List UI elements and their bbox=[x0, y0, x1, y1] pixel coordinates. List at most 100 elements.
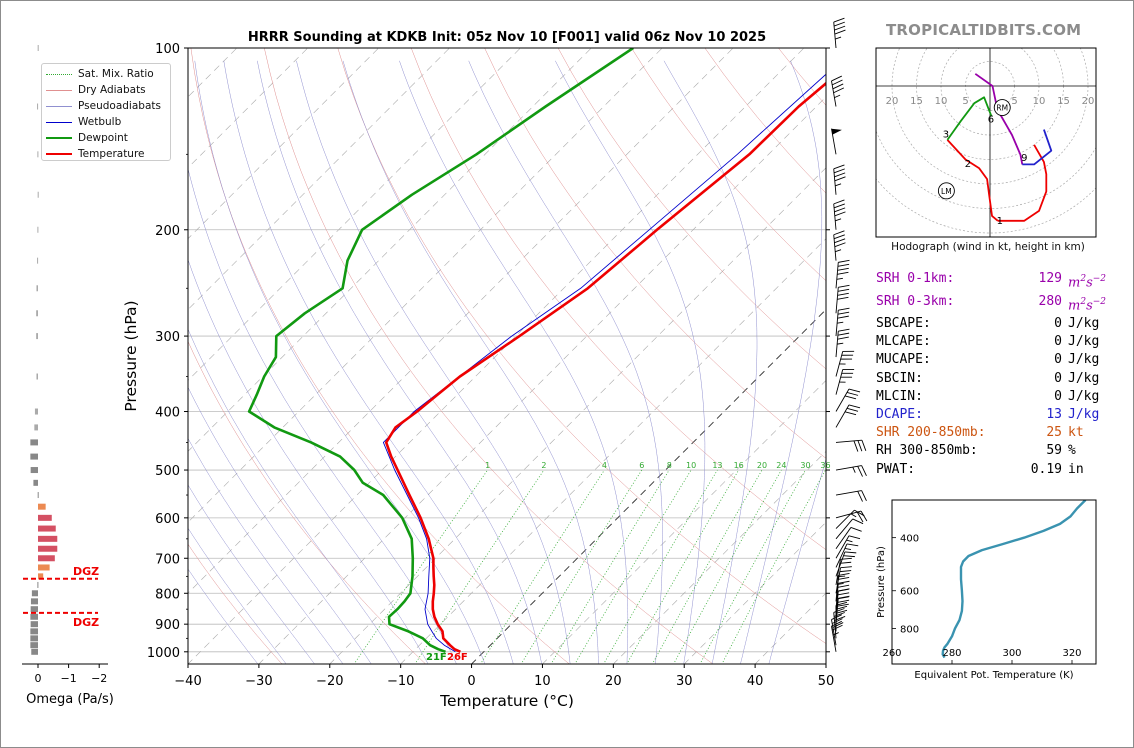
pseudoadiabat bbox=[296, 60, 571, 664]
wind-barb-full bbox=[839, 570, 852, 573]
mixing-ratio-label: 24 bbox=[776, 461, 786, 470]
index-value: 0 bbox=[1054, 352, 1062, 368]
hodo-storm-marker bbox=[937, 182, 955, 200]
index-row: SBCAPE: 0 J/kg bbox=[876, 315, 1106, 333]
omega-bar bbox=[30, 613, 38, 620]
index-label: SRH 0-1km: bbox=[876, 271, 955, 286]
wind-barb-full bbox=[857, 491, 863, 502]
y-tick-label: 500 bbox=[155, 464, 180, 479]
wind-barb bbox=[833, 608, 846, 639]
isotherm-line bbox=[612, 450, 826, 664]
theta-e-line bbox=[941, 500, 1087, 659]
isotherm-line bbox=[470, 308, 826, 664]
mixing-ratio-label: 13 bbox=[712, 461, 722, 470]
wind-barb-full bbox=[837, 263, 850, 267]
index-unit: J/kg bbox=[1068, 334, 1100, 350]
wind-barb-staff bbox=[833, 234, 837, 261]
legend-item-temperature: Temperature bbox=[46, 146, 145, 162]
wind-barb bbox=[835, 307, 850, 337]
index-value: 280 bbox=[1038, 293, 1062, 309]
omega-bar bbox=[34, 408, 38, 415]
legend-label-dry-adiabats: Dry Adiabats bbox=[78, 84, 146, 96]
y-tick-label: 900 bbox=[155, 618, 180, 633]
omega-bar bbox=[30, 628, 38, 635]
wind-barb-full bbox=[837, 584, 850, 588]
index-row: SBCIN: 0 J/kg bbox=[876, 370, 1106, 388]
pseudoadiabat bbox=[188, 258, 429, 664]
x-tick-label: 0 bbox=[467, 674, 475, 689]
wind-barb-half bbox=[837, 583, 844, 585]
y-tick-label: 1000 bbox=[147, 646, 180, 661]
hodo-storm-marker bbox=[993, 99, 1011, 117]
wind-barb-full bbox=[834, 25, 846, 31]
index-value: 0 bbox=[1054, 388, 1062, 404]
wind-barb-full bbox=[837, 588, 849, 592]
pseudoadiabat bbox=[188, 527, 287, 664]
wind-barb-full bbox=[844, 551, 857, 554]
hodo-segment bbox=[997, 144, 1048, 222]
hodo-segment bbox=[974, 73, 1024, 165]
wind-barb-staff bbox=[833, 612, 837, 639]
mixing-ratio-line bbox=[574, 469, 692, 664]
omega-x-tick-label: 0 bbox=[35, 672, 42, 685]
wind-barb-full bbox=[831, 620, 842, 627]
index-unit: J/kg bbox=[1068, 407, 1100, 423]
wind-barb-pennant bbox=[831, 128, 842, 135]
chart-title: HRRR Sounding at KDKB Init: 05z Nov 10 [… bbox=[248, 30, 766, 45]
isotherm-line bbox=[188, 48, 450, 310]
legend-swatch-dry-adiabats bbox=[46, 89, 72, 91]
temperature-line bbox=[384, 81, 826, 653]
omega-x-tick-label: −2 bbox=[91, 672, 107, 685]
isotherm-line bbox=[188, 48, 805, 664]
hodo-height-label: 9 bbox=[1021, 153, 1027, 164]
hodo-segment bbox=[946, 96, 993, 141]
wind-barb-full bbox=[833, 168, 845, 174]
wind-barb-full bbox=[837, 271, 849, 275]
pseudoadiabat bbox=[188, 167, 457, 664]
wind-barb-staff bbox=[835, 598, 839, 625]
wind-barb bbox=[835, 551, 857, 577]
wind-barb-full bbox=[837, 576, 850, 580]
pseudoadiabat bbox=[194, 60, 486, 664]
mixing-ratio-label: 30 bbox=[800, 461, 810, 470]
wind-barb-full bbox=[861, 439, 867, 451]
mixing-ratio-label: 1 bbox=[485, 461, 490, 470]
index-value: 0.19 bbox=[1030, 461, 1062, 477]
hodo-ring-label: 10 bbox=[935, 96, 948, 107]
wind-barb-full bbox=[832, 83, 844, 90]
omega-bar bbox=[37, 581, 39, 588]
mixing-ratio-label: 6 bbox=[639, 461, 644, 470]
wind-barb bbox=[835, 566, 852, 594]
isotherm-line bbox=[188, 48, 663, 523]
wind-barb-full bbox=[835, 609, 848, 614]
dry-adiabat bbox=[337, 48, 826, 644]
mixing-ratio-line bbox=[699, 469, 806, 664]
hodo-ring-label: 15 bbox=[1057, 96, 1070, 107]
wind-barb-full bbox=[833, 17, 845, 23]
wind-barb-full bbox=[839, 561, 852, 564]
wind-barb-full bbox=[834, 242, 846, 248]
index-label: SBCAPE: bbox=[876, 316, 931, 332]
wind-barb-full bbox=[857, 466, 863, 477]
theta-x-tick-label: 280 bbox=[942, 648, 961, 659]
x-tick-label: 30 bbox=[676, 674, 693, 689]
hodo-ring-label: 20 bbox=[1082, 96, 1095, 107]
wind-barb-staff bbox=[835, 351, 844, 377]
wind-barb-staff bbox=[835, 388, 850, 412]
index-row: MUCAPE: 0 J/kg bbox=[876, 351, 1106, 369]
wind-barb-full bbox=[846, 407, 859, 412]
wind-barb-full bbox=[861, 465, 867, 477]
legend-item-pseudoadiabats: Pseudoadiabats bbox=[46, 98, 161, 114]
omega-bar bbox=[31, 648, 38, 655]
pseudoadiabat bbox=[188, 386, 372, 664]
isotherm-line bbox=[188, 48, 308, 169]
y-tick-label: 200 bbox=[155, 224, 180, 239]
omega-bar bbox=[36, 285, 38, 292]
y-tick-label: 700 bbox=[155, 552, 180, 567]
brand-watermark[interactable]: TROPICALTIDBITS.COM bbox=[886, 21, 1082, 39]
omega-bar bbox=[37, 103, 39, 110]
index-value: 59 bbox=[1046, 443, 1062, 459]
pseudoadiabat bbox=[188, 437, 344, 664]
sfc-temp-label: 26F bbox=[447, 652, 468, 663]
